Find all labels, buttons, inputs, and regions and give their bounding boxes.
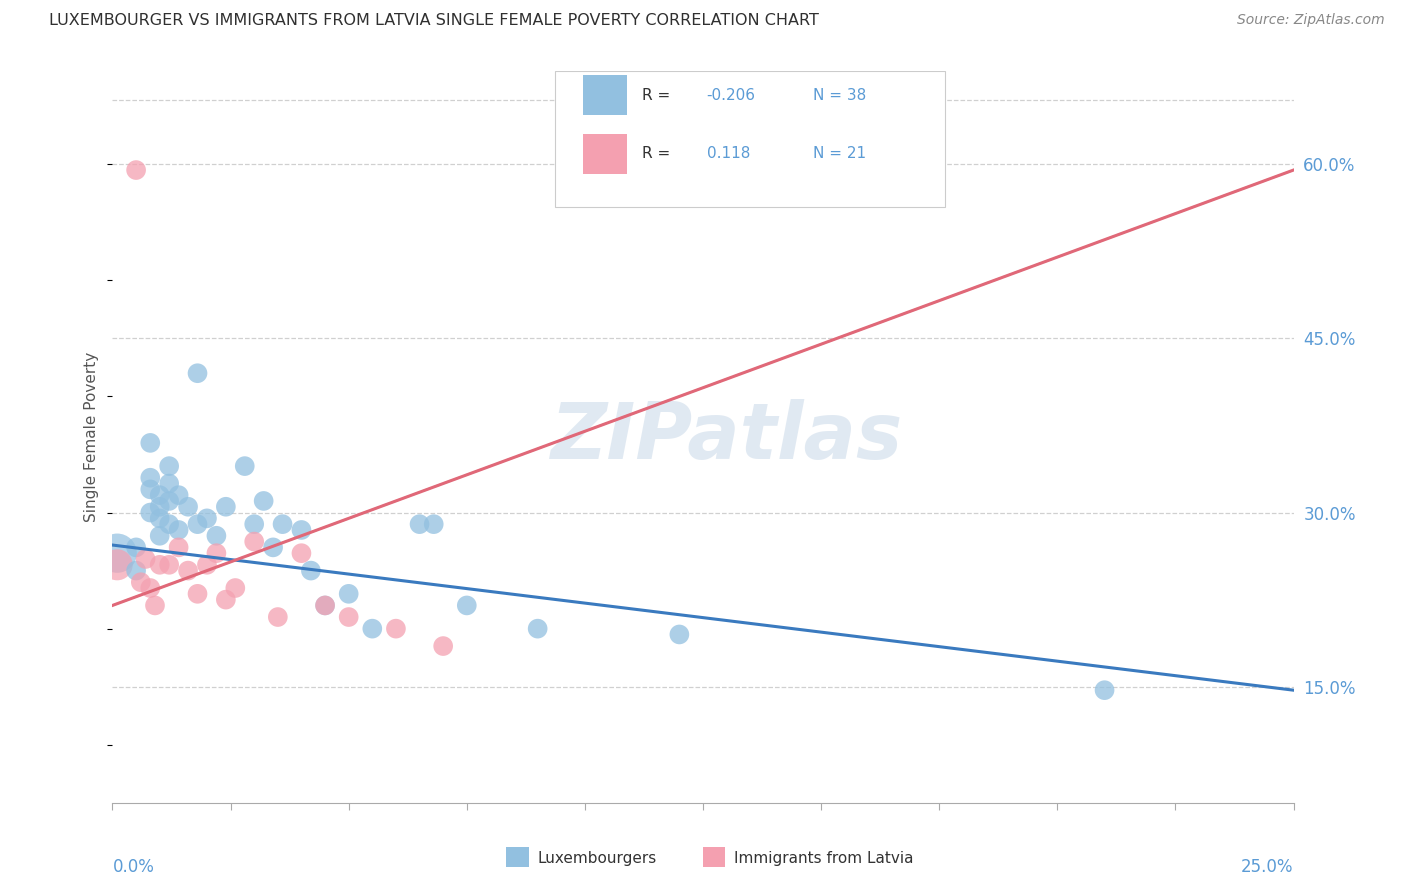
Bar: [582, 75, 627, 115]
Point: [167, 523, 190, 537]
Point: [149, 488, 172, 502]
Point: [129, 575, 152, 590]
Point: [195, 511, 218, 525]
Point: [177, 500, 200, 514]
Point: [157, 459, 180, 474]
Point: [105, 546, 128, 560]
Point: [157, 476, 180, 491]
Point: [422, 517, 444, 532]
Text: Immigrants from Latvia: Immigrants from Latvia: [734, 851, 914, 865]
Point: [125, 564, 148, 578]
Point: [224, 581, 246, 595]
Point: [143, 599, 166, 613]
Point: [215, 592, 238, 607]
Point: [337, 587, 360, 601]
Point: [314, 599, 336, 613]
Point: [314, 599, 336, 613]
Point: [290, 546, 312, 560]
Point: [157, 494, 180, 508]
Point: [361, 622, 384, 636]
Point: [432, 639, 454, 653]
Point: [125, 541, 148, 555]
Text: 0.118: 0.118: [707, 146, 749, 161]
Point: [167, 488, 190, 502]
Point: [456, 599, 478, 613]
Point: [139, 436, 162, 450]
Point: [337, 610, 360, 624]
Text: 0.0%: 0.0%: [112, 858, 155, 876]
Point: [215, 500, 238, 514]
Bar: [582, 134, 627, 174]
Point: [267, 610, 290, 624]
Text: 25.0%: 25.0%: [1241, 858, 1294, 876]
Point: [1094, 683, 1116, 698]
Point: [167, 541, 190, 555]
Point: [408, 517, 430, 532]
Point: [186, 517, 208, 532]
Point: [157, 517, 180, 532]
Point: [139, 483, 162, 497]
FancyBboxPatch shape: [555, 71, 945, 207]
Point: [139, 471, 162, 485]
Point: [135, 552, 157, 566]
Text: ZIPatlas: ZIPatlas: [551, 399, 903, 475]
Point: [149, 511, 172, 525]
Point: [262, 541, 284, 555]
Point: [139, 581, 162, 595]
Point: [526, 622, 548, 636]
Point: [233, 459, 256, 474]
Point: [186, 366, 208, 380]
Text: -0.206: -0.206: [707, 87, 755, 103]
Point: [385, 622, 408, 636]
Text: Source: ZipAtlas.com: Source: ZipAtlas.com: [1237, 13, 1385, 28]
Point: [271, 517, 294, 532]
Point: [243, 534, 266, 549]
Point: [186, 587, 208, 601]
Point: [149, 529, 172, 543]
Text: R =: R =: [641, 146, 675, 161]
Text: LUXEMBOURGER VS IMMIGRANTS FROM LATVIA SINGLE FEMALE POVERTY CORRELATION CHART: LUXEMBOURGER VS IMMIGRANTS FROM LATVIA S…: [49, 13, 820, 29]
Text: N = 38: N = 38: [813, 87, 866, 103]
Point: [177, 564, 200, 578]
Point: [243, 517, 266, 532]
Text: R =: R =: [641, 87, 675, 103]
Point: [157, 558, 180, 572]
Y-axis label: Single Female Poverty: Single Female Poverty: [84, 352, 100, 522]
Point: [205, 546, 228, 560]
Point: [149, 500, 172, 514]
Point: [668, 627, 690, 641]
Point: [299, 564, 322, 578]
Point: [149, 558, 172, 572]
Point: [105, 558, 128, 572]
Point: [195, 558, 218, 572]
Point: [253, 494, 276, 508]
Text: N = 21: N = 21: [813, 146, 866, 161]
Point: [139, 506, 162, 520]
Text: Luxembourgers: Luxembourgers: [537, 851, 657, 865]
Point: [290, 523, 312, 537]
Point: [125, 163, 148, 178]
Point: [205, 529, 228, 543]
